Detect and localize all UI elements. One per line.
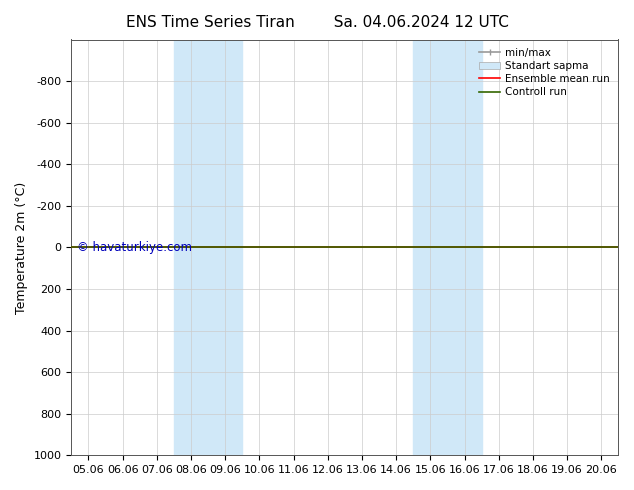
- Text: © havaturkiye.com: © havaturkiye.com: [77, 241, 191, 254]
- Y-axis label: Temperature 2m (°C): Temperature 2m (°C): [15, 181, 28, 314]
- Legend: min/max, Standart sapma, Ensemble mean run, Controll run: min/max, Standart sapma, Ensemble mean r…: [476, 45, 613, 100]
- Text: ENS Time Series Tiran        Sa. 04.06.2024 12 UTC: ENS Time Series Tiran Sa. 04.06.2024 12 …: [126, 15, 508, 30]
- Bar: [174, 40, 242, 455]
- Bar: [413, 40, 482, 455]
